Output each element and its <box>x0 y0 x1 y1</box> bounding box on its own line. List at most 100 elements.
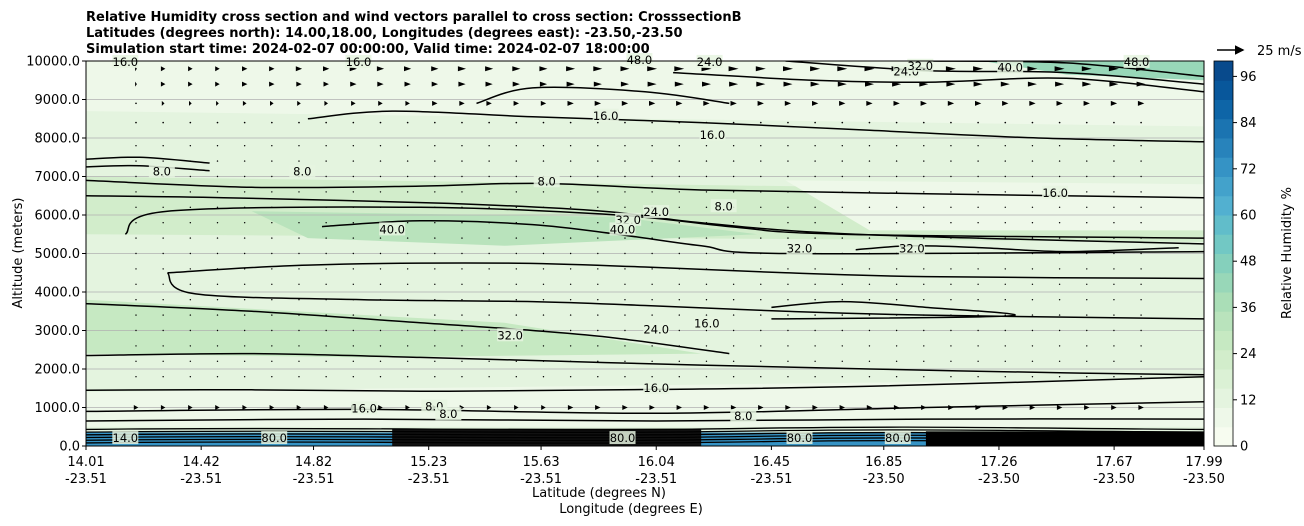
wind-vector <box>678 222 680 224</box>
wind-vector <box>1031 237 1034 239</box>
wind-vector <box>1004 268 1006 270</box>
wind-vector <box>406 345 409 347</box>
wind-vector <box>488 145 490 147</box>
wind-vector <box>379 175 382 178</box>
wind-vector <box>488 360 490 362</box>
wind-vector <box>569 145 572 147</box>
wind-vector <box>271 237 273 239</box>
wind-vector <box>973 81 983 87</box>
wind-vector <box>569 121 572 124</box>
wind-vector <box>515 252 518 255</box>
wind-vector <box>461 314 463 316</box>
colorbar-swatch <box>1214 292 1233 312</box>
colorbar-swatch <box>1214 349 1233 370</box>
wind-vector <box>542 283 545 285</box>
wind-vector <box>379 145 382 147</box>
wind-vector <box>678 299 680 301</box>
wind-vector <box>839 405 845 410</box>
wind-vector <box>569 329 572 332</box>
wind-vector <box>215 81 220 87</box>
wind-vector <box>868 191 871 193</box>
plot-area: 8.0 8.08.08.08.08.0 8.016.0 16.016.016.016.… <box>85 53 1205 447</box>
x-tick-label-lat: 15.63 <box>522 455 559 470</box>
wind-vector <box>1086 345 1088 347</box>
wind-vector <box>189 237 192 239</box>
wind-vector <box>515 191 518 193</box>
wind-vector <box>895 360 898 362</box>
wind-vector <box>649 100 656 106</box>
wind-vector <box>624 237 626 239</box>
wind-vector <box>243 283 246 285</box>
wind-vector <box>975 100 982 106</box>
wind-vector <box>841 191 843 193</box>
wind-vector <box>868 206 871 208</box>
y-tick-label: 8000.0 <box>35 132 81 147</box>
colorbar-swatch <box>1214 195 1233 216</box>
wind-vector <box>678 283 680 285</box>
x-tick-label-lon: -23.50 <box>978 472 1020 487</box>
wind-vector <box>216 299 219 301</box>
wind-vector <box>296 405 302 410</box>
wind-vector <box>542 237 545 239</box>
wind-vector <box>1086 314 1088 316</box>
wind-vector <box>597 145 599 147</box>
wind-vector <box>569 222 572 224</box>
wind-vector <box>622 405 628 410</box>
wind-vector <box>702 81 711 87</box>
wind-vector <box>678 191 680 193</box>
wind-vector <box>787 160 789 162</box>
x-tick-label-lat: 15.23 <box>410 455 447 470</box>
wind-vector <box>461 145 463 147</box>
wind-vector <box>950 222 952 224</box>
wind-vector <box>620 66 630 72</box>
wind-vector <box>597 283 599 285</box>
contour-line-32 <box>86 302 730 355</box>
contour-label: 8.0 <box>439 407 457 421</box>
contour-line-32 <box>86 195 1204 245</box>
contour-label-bg <box>592 108 619 122</box>
wind-vector <box>406 237 409 239</box>
wind-vector <box>515 160 518 162</box>
chart-title-line-1: Relative Humidity cross section and wind… <box>86 10 742 25</box>
wind-vector <box>569 345 572 347</box>
wind-vector <box>977 175 979 178</box>
wind-vector <box>595 405 601 410</box>
wind-vector <box>406 206 409 208</box>
wind-vector <box>1058 160 1061 162</box>
wind-vector <box>1113 160 1115 162</box>
colorbar-swatch <box>1214 426 1233 447</box>
wind-vector <box>705 191 708 193</box>
wind-vector <box>539 81 548 87</box>
wind-vector <box>189 360 192 362</box>
contour-label-bg <box>710 199 737 213</box>
wind-vector <box>895 206 898 208</box>
wind-vector <box>1086 329 1088 332</box>
wind-vector <box>325 329 327 332</box>
wind-vector <box>868 222 871 224</box>
wind-vector <box>678 314 680 316</box>
contour-line-24 <box>673 71 1204 93</box>
wind-vector <box>755 66 766 72</box>
wind-vector <box>1031 121 1034 124</box>
wind-vector <box>189 222 192 224</box>
wind-vector <box>1004 237 1006 239</box>
wind-vector <box>977 345 979 347</box>
wind-vector <box>434 329 436 332</box>
wind-vector <box>405 100 410 106</box>
wind-vector <box>1113 145 1115 147</box>
colorbar-swatch <box>1214 215 1233 235</box>
wind-vector <box>597 360 599 362</box>
wind-vector <box>406 121 409 124</box>
wind-vector <box>923 237 925 239</box>
wind-vector <box>457 66 466 72</box>
wind-vector <box>1004 360 1006 362</box>
wind-vector <box>461 175 463 178</box>
wind-vector <box>868 268 871 270</box>
wind-vector <box>271 252 273 255</box>
wind-vector <box>352 268 355 270</box>
wind-vector <box>325 376 327 378</box>
wind-vector <box>1058 360 1061 362</box>
wind-vector <box>188 66 193 72</box>
wind-vector <box>923 145 925 147</box>
wind-vector <box>271 206 273 208</box>
